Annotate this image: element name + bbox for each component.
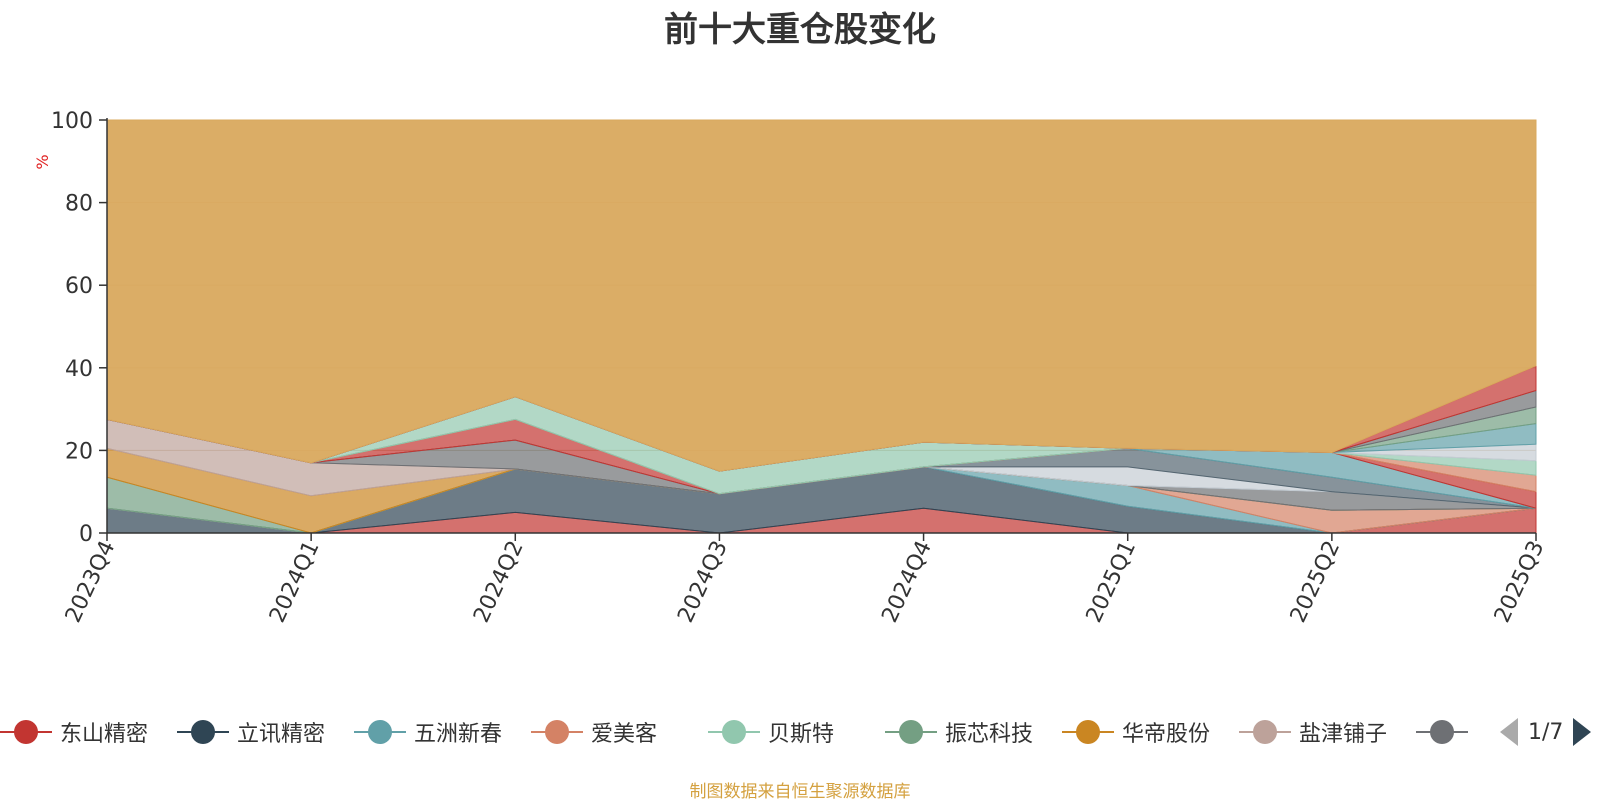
legend-marker-icon: [1416, 717, 1468, 747]
legend-item[interactable]: 华帝股份: [1062, 712, 1210, 752]
y-tick-label: 60: [65, 274, 93, 299]
x-tick-label: 2025Q3: [1490, 537, 1550, 627]
legend-marker-icon: [531, 717, 583, 747]
x-tick-label: 2025Q1: [1082, 537, 1142, 627]
legend-label: 华帝股份: [1122, 722, 1211, 747]
y-axis-label: %: [33, 154, 52, 169]
legend-pager: 1/7: [1500, 712, 1592, 752]
legend-marker-icon: [177, 717, 229, 747]
area-series-21: [106, 119, 1537, 472]
legend-label: 盐津铺子: [1299, 722, 1388, 747]
legend-label: 中际旭创: [1476, 716, 1478, 748]
y-tick-label: 40: [65, 357, 93, 382]
legend-prev-icon[interactable]: [1500, 718, 1518, 746]
legend-marker-icon: [885, 717, 937, 747]
legend-item[interactable]: 盐津铺子: [1239, 712, 1387, 752]
x-tick-label: 2024Q1: [265, 537, 325, 627]
legend-label: 东山精密: [60, 722, 149, 747]
chart-title: 前十大重仓股变化: [664, 10, 936, 50]
y-tick-label: 100: [51, 109, 93, 134]
x-tick-label: 2025Q2: [1286, 537, 1346, 627]
legend-item[interactable]: 振芯科技: [885, 712, 1033, 752]
legend-item[interactable]: 五洲新春: [354, 712, 502, 752]
legend-label: 贝斯特: [768, 722, 835, 747]
legend-label: 五洲新春: [414, 722, 503, 747]
legend-item[interactable]: 东山精密: [0, 712, 148, 752]
legend-item[interactable]: 中际旭创: [1416, 712, 1478, 752]
legend-marker-icon: [1239, 717, 1291, 747]
area-series: [106, 119, 1537, 534]
legend-item[interactable]: 贝斯特: [708, 712, 834, 752]
x-tick-label: 2024Q4: [877, 537, 937, 627]
legend-marker-icon: [1062, 717, 1114, 747]
legend-marker-icon: [0, 717, 52, 747]
legend-next-icon[interactable]: [1573, 718, 1592, 746]
x-tick-label: 2024Q3: [673, 537, 733, 627]
y-tick-label: 80: [65, 192, 93, 217]
legend-label: 爱美客: [591, 722, 658, 747]
legend-marker-icon: [708, 717, 760, 747]
y-tick-label: 0: [79, 522, 93, 547]
x-tick-label: 2024Q2: [469, 537, 529, 627]
x-tick-label: 2023Q4: [61, 537, 121, 627]
legend-page-indicator: 1/7: [1528, 719, 1564, 745]
legend-marker-icon: [354, 717, 406, 747]
legend-label: 振芯科技: [945, 722, 1034, 747]
legend: 东山精密 立讯精密 五洲新春 爱美客 贝斯特 振芯科技 华帝股份 盐津铺子 中际旭创: [0, 712, 1600, 752]
legend-label: 立讯精密: [237, 722, 326, 747]
data-source-note: 制图数据来自恒生聚源数据库: [689, 782, 911, 802]
legend-item[interactable]: 立讯精密: [177, 712, 325, 752]
y-tick-label: 20: [65, 439, 93, 464]
legend-item[interactable]: 爱美客: [531, 712, 657, 752]
